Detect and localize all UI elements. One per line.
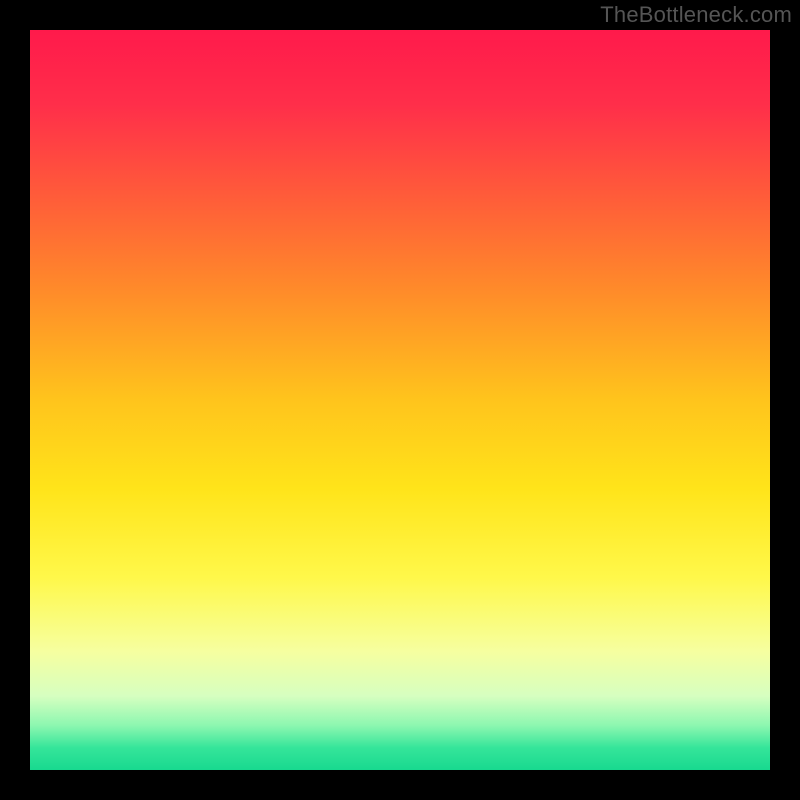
plot-area — [30, 30, 770, 770]
chart-frame: TheBottleneck.com — [0, 0, 800, 800]
gradient-background — [30, 30, 770, 770]
watermark-text: TheBottleneck.com — [600, 2, 792, 28]
